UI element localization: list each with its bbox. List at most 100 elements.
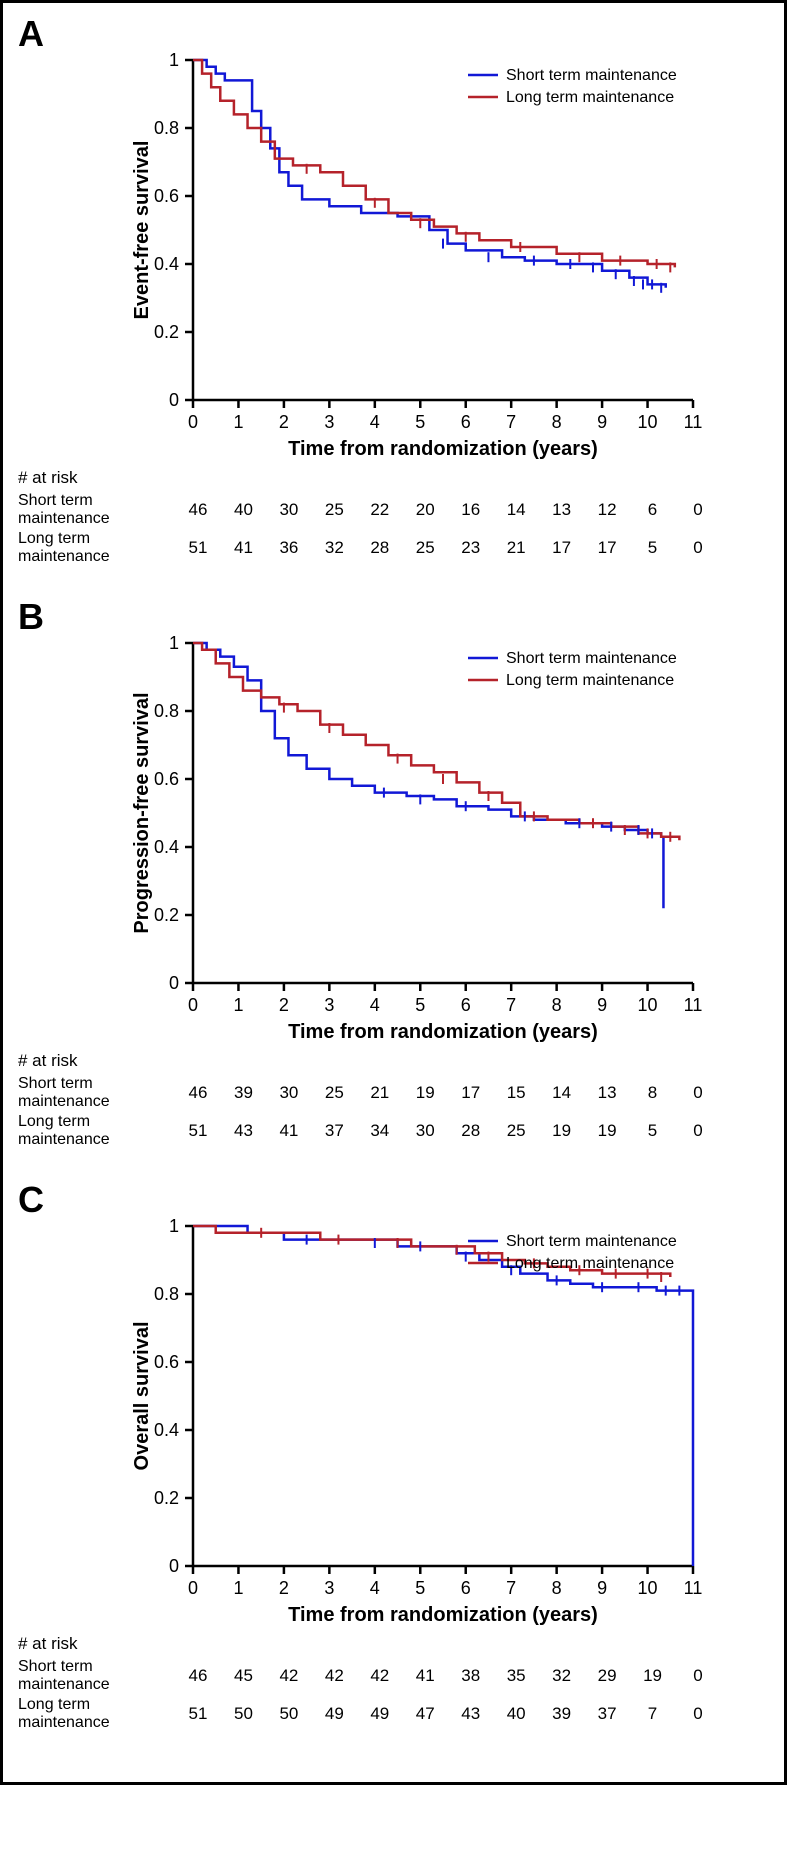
risk-cell: 46 (175, 1083, 220, 1103)
risk-table-B: # at riskShort term maintenance463930252… (13, 1051, 774, 1149)
risk-cell: 43 (448, 1704, 493, 1724)
risk-cell: 46 (175, 500, 220, 520)
risk-cell: 0 (675, 500, 720, 520)
risk-cell: 5 (630, 1121, 675, 1141)
xtick-label: 10 (638, 412, 658, 432)
risk-row-short: Short term maintenance463930252119171514… (13, 1075, 774, 1111)
xtick-label: 4 (370, 412, 380, 432)
ytick-label: 0.8 (154, 701, 179, 721)
risk-cell: 42 (357, 1666, 402, 1686)
risk-cell: 47 (403, 1704, 448, 1724)
ytick-label: 0.8 (154, 118, 179, 138)
xtick-label: 2 (279, 412, 289, 432)
risk-cell: 49 (357, 1704, 402, 1724)
xtick-label: 3 (324, 995, 334, 1015)
risk-cell: 25 (312, 1083, 357, 1103)
xtick-label: 5 (415, 995, 425, 1015)
risk-row-long: Long term maintenance5141363228252321171… (13, 530, 774, 566)
ytick-label: 0 (169, 973, 179, 993)
risk-cell: 17 (448, 1083, 493, 1103)
risk-cell: 23 (448, 538, 493, 558)
risk-cell: 50 (221, 1704, 266, 1724)
xtick-label: 2 (279, 1578, 289, 1598)
risk-cell: 15 (493, 1083, 538, 1103)
risk-cell: 21 (493, 538, 538, 558)
risk-cell: 0 (675, 1704, 720, 1724)
risk-cell: 16 (448, 500, 493, 520)
risk-cell: 25 (493, 1121, 538, 1141)
panel-C: C00.20.40.60.8101234567891011Time from r… (13, 1179, 774, 1732)
risk-cell: 22 (357, 500, 402, 520)
xtick-label: 8 (552, 1578, 562, 1598)
xtick-label: 8 (552, 412, 562, 432)
risk-cell: 42 (266, 1666, 311, 1686)
ytick-label: 0 (169, 390, 179, 410)
risk-cell: 0 (675, 1083, 720, 1103)
risk-cell: 28 (448, 1121, 493, 1141)
risk-cell: 6 (630, 500, 675, 520)
ytick-label: 1 (169, 633, 179, 653)
risk-cell: 30 (266, 1083, 311, 1103)
risk-cell: 40 (493, 1704, 538, 1724)
xtick-label: 7 (506, 412, 516, 432)
risk-cell: 41 (221, 538, 266, 558)
xtick-label: 11 (684, 1578, 703, 1598)
legend-long: Long term maintenance (506, 672, 674, 689)
ytick-label: 1 (169, 1216, 179, 1236)
xtick-label: 11 (684, 412, 703, 432)
legend-short: Short term maintenance (506, 67, 677, 84)
ytick-label: 0 (169, 1556, 179, 1576)
risk-cell: 19 (584, 1121, 629, 1141)
series-short (193, 1226, 693, 1566)
risk-header: # at risk (18, 468, 774, 488)
xtick-label: 1 (233, 995, 243, 1015)
xtick-label: 6 (461, 995, 471, 1015)
xtick-label: 8 (552, 995, 562, 1015)
xtick-label: 7 (506, 995, 516, 1015)
risk-cell: 43 (221, 1121, 266, 1141)
risk-cell: 14 (539, 1083, 584, 1103)
risk-cell: 17 (539, 538, 584, 558)
risk-table-A: # at riskShort term maintenance464030252… (13, 468, 774, 566)
figure-container: A00.20.40.60.8101234567891011Time from r… (0, 0, 787, 1785)
risk-header: # at risk (18, 1634, 774, 1654)
xtick-label: 6 (461, 412, 471, 432)
ytick-label: 0.2 (154, 905, 179, 925)
risk-cell: 13 (584, 1083, 629, 1103)
risk-cell: 0 (675, 538, 720, 558)
risk-row-label: Short term maintenance (13, 1658, 175, 1694)
xtick-label: 10 (638, 1578, 658, 1598)
risk-cell: 35 (493, 1666, 538, 1686)
xtick-label: 0 (188, 995, 198, 1015)
risk-row-label: Short term maintenance (13, 1075, 175, 1111)
risk-cell: 46 (175, 1666, 220, 1686)
risk-cell: 51 (175, 1704, 220, 1724)
risk-cell: 30 (403, 1121, 448, 1141)
xtick-label: 10 (638, 995, 658, 1015)
xtick-label: 2 (279, 995, 289, 1015)
risk-cell: 30 (266, 500, 311, 520)
risk-cell: 42 (312, 1666, 357, 1686)
risk-cell: 17 (584, 538, 629, 558)
risk-cell: 29 (584, 1666, 629, 1686)
risk-cell: 50 (266, 1704, 311, 1724)
xtick-label: 3 (324, 412, 334, 432)
ytick-label: 0.2 (154, 322, 179, 342)
risk-row-label: Long term maintenance (13, 530, 175, 566)
risk-cell: 34 (357, 1121, 402, 1141)
risk-cell: 21 (357, 1083, 402, 1103)
panel-A: A00.20.40.60.8101234567891011Time from r… (13, 13, 774, 566)
xtick-label: 11 (684, 995, 703, 1015)
x-axis-label: Time from randomization (years) (288, 438, 598, 460)
risk-row-short: Short term maintenance464542424241383532… (13, 1658, 774, 1694)
risk-cell: 19 (539, 1121, 584, 1141)
risk-cell: 13 (539, 500, 584, 520)
xtick-label: 7 (506, 1578, 516, 1598)
xtick-label: 4 (370, 995, 380, 1015)
legend-short: Short term maintenance (506, 650, 677, 667)
panel-label: B (18, 596, 774, 638)
ytick-label: 0.6 (154, 1352, 179, 1372)
ytick-label: 0.8 (154, 1284, 179, 1304)
risk-cell: 0 (675, 1121, 720, 1141)
risk-cell: 49 (312, 1704, 357, 1724)
